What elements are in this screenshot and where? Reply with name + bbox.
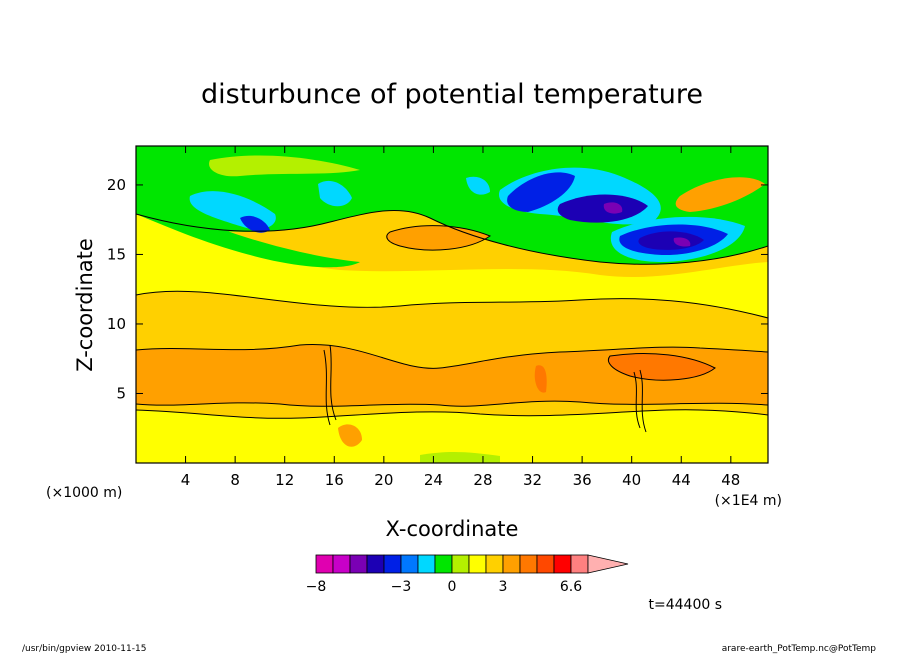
x-tick-label: 44 bbox=[672, 471, 691, 489]
x-tick-label: 36 bbox=[573, 471, 592, 489]
y-axis: 5 10 15 20 bbox=[107, 176, 768, 402]
colorbar-swatch bbox=[536, 554, 555, 574]
contour-region-orange-upper-right bbox=[675, 177, 765, 212]
x-units-right: (×1E4 m) bbox=[715, 493, 782, 509]
colorbar-swatch bbox=[332, 554, 351, 574]
colorbar-tick-label: 3 bbox=[499, 579, 508, 595]
contour-region-blue-left bbox=[240, 215, 270, 233]
contour-line bbox=[323, 349, 331, 426]
x-tick-label: 20 bbox=[374, 471, 393, 489]
y-tick-label: 5 bbox=[116, 384, 126, 402]
colorbar-extension bbox=[587, 554, 629, 574]
colorbar-swatch bbox=[468, 554, 487, 574]
contour-region-upper-yellow bbox=[136, 212, 768, 318]
contour-region-purple-spot-2 bbox=[673, 237, 691, 247]
colorbar-tick-label: −3 bbox=[391, 579, 412, 595]
contour-region-darker-orange-right bbox=[608, 353, 715, 381]
chart-title: disturbunce of potential temperature bbox=[201, 79, 703, 110]
contour-line bbox=[135, 409, 769, 419]
contour-region-orange-low-left bbox=[338, 424, 362, 447]
contour-region-purple-spot-1 bbox=[603, 202, 623, 214]
x-tick-label: 24 bbox=[424, 471, 443, 489]
plot-frame bbox=[135, 145, 769, 464]
y-tick-label: 20 bbox=[107, 176, 126, 194]
x-units-left: (×1000 m) bbox=[46, 485, 122, 501]
contour-region-cyan-mid bbox=[318, 180, 352, 207]
colorbar-swatch bbox=[383, 554, 402, 574]
contour-line bbox=[607, 352, 716, 381]
plot-area bbox=[135, 145, 769, 464]
colorbar-swatch bbox=[519, 554, 538, 574]
colorbar-tick-label: 6.6 bbox=[560, 579, 582, 595]
y-tick-label: 10 bbox=[107, 315, 126, 333]
contour-region-orange-low-mid bbox=[534, 365, 547, 393]
contour-region-green-lower-left bbox=[136, 206, 360, 268]
y-tick-label: 15 bbox=[107, 245, 126, 263]
contour-line bbox=[135, 209, 769, 265]
colorbar-swatch bbox=[349, 554, 368, 574]
contour-line bbox=[633, 371, 641, 429]
x-tick-label: 32 bbox=[523, 471, 542, 489]
contour-line bbox=[135, 400, 769, 407]
colorbar-swatch bbox=[417, 554, 436, 574]
colorbar-tick-label: −8 bbox=[306, 579, 327, 595]
x-tick-label: 8 bbox=[230, 471, 240, 489]
x-tick-label: 40 bbox=[622, 471, 641, 489]
contour-region-bottom-yellow bbox=[136, 409, 768, 463]
colorbar-swatch bbox=[400, 554, 419, 574]
x-tick-label: 48 bbox=[721, 471, 740, 489]
colorbar-swatch bbox=[570, 554, 589, 574]
contour-line bbox=[135, 290, 769, 319]
x-axis-label: X-coordinate bbox=[386, 517, 519, 541]
colorbar-swatch bbox=[366, 554, 385, 574]
contour-region-yellow-green-patch bbox=[209, 155, 360, 177]
colorbar-tick-label: 0 bbox=[448, 579, 457, 595]
contour-lines bbox=[135, 209, 769, 433]
x-tick-label: 16 bbox=[325, 471, 344, 489]
contour-region-cyan-small bbox=[466, 176, 490, 195]
contour-region-surface-green bbox=[420, 452, 500, 463]
colorbar-swatch bbox=[451, 554, 470, 574]
contour-line bbox=[386, 225, 492, 251]
contour-region-blue-right-upper bbox=[507, 172, 575, 212]
colorbar-swatch bbox=[553, 554, 572, 574]
y-axis-label: Z-coordinate bbox=[73, 238, 97, 372]
footer-right: arare-earth_PotTemp.nc@PotTemp bbox=[722, 644, 877, 654]
contour-line bbox=[639, 369, 647, 433]
contour-region-orange-upper-center bbox=[386, 225, 490, 251]
x-tick-label: 12 bbox=[275, 471, 294, 489]
colorbar-swatch bbox=[315, 554, 334, 574]
footer-left: /usr/bin/gpview 2010-11-15 bbox=[22, 644, 146, 654]
x-axis: 4 8 12 16 20 24 28 32 36 40 44 48 bbox=[181, 146, 740, 489]
colorbar-swatch bbox=[485, 554, 504, 574]
colorbar-swatch bbox=[434, 554, 453, 574]
colorbar-swatch bbox=[502, 554, 521, 574]
contour-line bbox=[135, 343, 769, 369]
x-tick-label: 28 bbox=[473, 471, 492, 489]
contour-region-blue-right-mid bbox=[557, 194, 648, 223]
contour-line bbox=[329, 344, 337, 421]
time-annotation: t=44400 s bbox=[649, 597, 723, 613]
colorbar: −8 −3 0 3 6.6 bbox=[306, 554, 629, 595]
x-tick-label: 4 bbox=[181, 471, 191, 489]
